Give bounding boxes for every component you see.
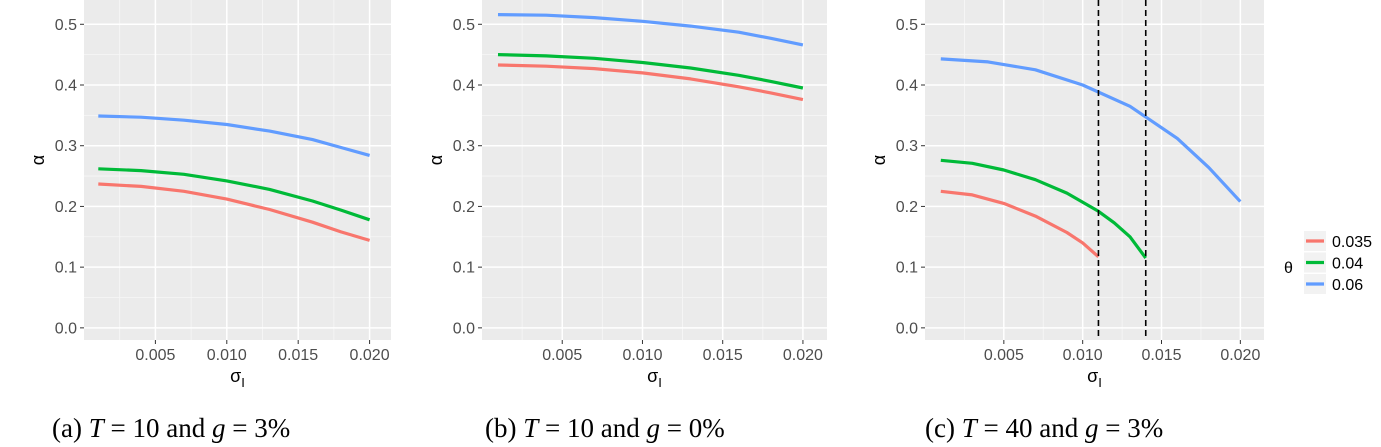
series-line-0.035 bbox=[940, 189, 1100, 258]
panel-c: 0.0 0.1 0.2 0.3 0.4 0.5 0.005 0.010 0.015 0.020 σI… bbox=[869, 0, 1264, 390]
panel-a: 0.0 0.1 0.2 0.3 0.4 0.5 0.005 0.010 0.015 0.020 σI… bbox=[28, 0, 391, 390]
legend-label-0.06: 0.06 bbox=[1332, 277, 1363, 294]
caption-c-eq2: = 3% bbox=[1098, 413, 1164, 443]
x-tick-label: 0.020 bbox=[350, 347, 390, 364]
x-axis-title-subscript: I bbox=[241, 375, 245, 390]
caption-a-eq2: = 3% bbox=[225, 413, 291, 443]
x-tick-label: 0.015 bbox=[703, 347, 743, 364]
caption-c-eq1: = 40 and bbox=[976, 413, 1085, 443]
y-tick-label: 0.0 bbox=[55, 320, 77, 337]
x-tick-label: 0.020 bbox=[783, 347, 823, 364]
x-tick-label: 0.010 bbox=[207, 347, 247, 364]
x-tick-label: 0.005 bbox=[542, 347, 582, 364]
y-tick-label: 0.3 bbox=[453, 138, 475, 155]
x-axis-title: σI bbox=[647, 366, 662, 390]
plot-background bbox=[482, 0, 827, 340]
y-tick-label: 0.0 bbox=[453, 320, 475, 337]
y-tick-label: 0.0 bbox=[896, 320, 918, 337]
caption-b-prefix: (b) bbox=[485, 413, 524, 443]
x-tick-label: 0.010 bbox=[1063, 347, 1103, 364]
caption-b-g: g bbox=[646, 413, 660, 443]
x-tick-label: 0.010 bbox=[622, 347, 662, 364]
y-tick-label: 0.2 bbox=[896, 199, 918, 216]
y-axis-title: α bbox=[869, 155, 889, 165]
x-axis-title: σI bbox=[1087, 366, 1102, 390]
y-tick-label: 0.1 bbox=[896, 260, 918, 277]
y-tick-label: 0.4 bbox=[896, 78, 918, 95]
caption-a-prefix: (a) bbox=[52, 413, 89, 443]
y-tick-label: 0.2 bbox=[55, 199, 77, 216]
series-line-0.04 bbox=[497, 53, 804, 90]
caption-a: (a) T = 10 and g = 3% bbox=[52, 413, 290, 444]
caption-b-eq1: = 10 and bbox=[538, 413, 647, 443]
series-line-0.06 bbox=[98, 114, 371, 157]
x-axis-title-subscript: I bbox=[1098, 375, 1102, 390]
series-line-0.04 bbox=[98, 167, 371, 222]
caption-c-T: T bbox=[961, 413, 977, 443]
series-line-0.035 bbox=[98, 182, 371, 242]
series-line-0.06 bbox=[497, 13, 804, 47]
caption-b-T: T bbox=[523, 413, 539, 443]
x-tick-label: 0.005 bbox=[984, 347, 1024, 364]
y-tick-label: 0.1 bbox=[453, 260, 475, 277]
y-tick-label: 0.5 bbox=[453, 17, 475, 34]
caption-b-eq2: = 0% bbox=[659, 413, 725, 443]
caption-c-prefix: (c) bbox=[925, 413, 962, 443]
y-tick-label: 0.4 bbox=[453, 78, 475, 95]
y-tick-label: 0.5 bbox=[55, 17, 77, 34]
caption-c: (c) T = 40 and g = 3% bbox=[925, 413, 1163, 444]
y-tick-label: 0.5 bbox=[896, 17, 918, 34]
x-tick-label: 0.015 bbox=[278, 347, 318, 364]
x-axis-title: σI bbox=[230, 366, 245, 390]
caption-a-eq1: = 10 and bbox=[103, 413, 212, 443]
x-tick-label: 0.015 bbox=[1141, 347, 1181, 364]
legend: θ 0.035 0.04 0.06 bbox=[1284, 231, 1372, 294]
series-line-0.035 bbox=[497, 63, 804, 102]
x-axis-title-subscript: I bbox=[658, 375, 662, 390]
x-tick-label: 0.005 bbox=[135, 347, 175, 364]
y-tick-label: 0.4 bbox=[55, 78, 77, 95]
panel-b: 0.0 0.1 0.2 0.3 0.4 0.5 0.005 0.010 0.015 0.020 σI… bbox=[426, 0, 827, 390]
caption-a-g: g bbox=[211, 413, 226, 443]
caption-c-g: g bbox=[1084, 413, 1099, 443]
y-axis-title: α bbox=[426, 155, 446, 165]
y-tick-label: 0.3 bbox=[896, 138, 918, 155]
chart-panels: 0.0 0.1 0.2 0.3 0.4 0.5 0.005 0.010 0.015 0.020 σI… bbox=[28, 0, 1372, 390]
y-tick-label: 0.1 bbox=[55, 260, 77, 277]
legend-label-0.04: 0.04 bbox=[1332, 256, 1363, 273]
plot-background bbox=[925, 0, 1264, 340]
y-tick-label: 0.3 bbox=[55, 138, 77, 155]
series-line-0.06 bbox=[940, 57, 1242, 203]
series-line-0.04 bbox=[940, 158, 1147, 259]
legend-title: θ bbox=[1284, 260, 1293, 277]
caption-b: (b) T = 10 and g = 0% bbox=[485, 413, 725, 444]
legend-label-0.035: 0.035 bbox=[1332, 234, 1372, 251]
caption-a-T: T bbox=[88, 413, 104, 443]
y-tick-label: 0.2 bbox=[453, 199, 475, 216]
y-axis-title: α bbox=[28, 155, 48, 165]
x-tick-label: 0.020 bbox=[1220, 347, 1260, 364]
